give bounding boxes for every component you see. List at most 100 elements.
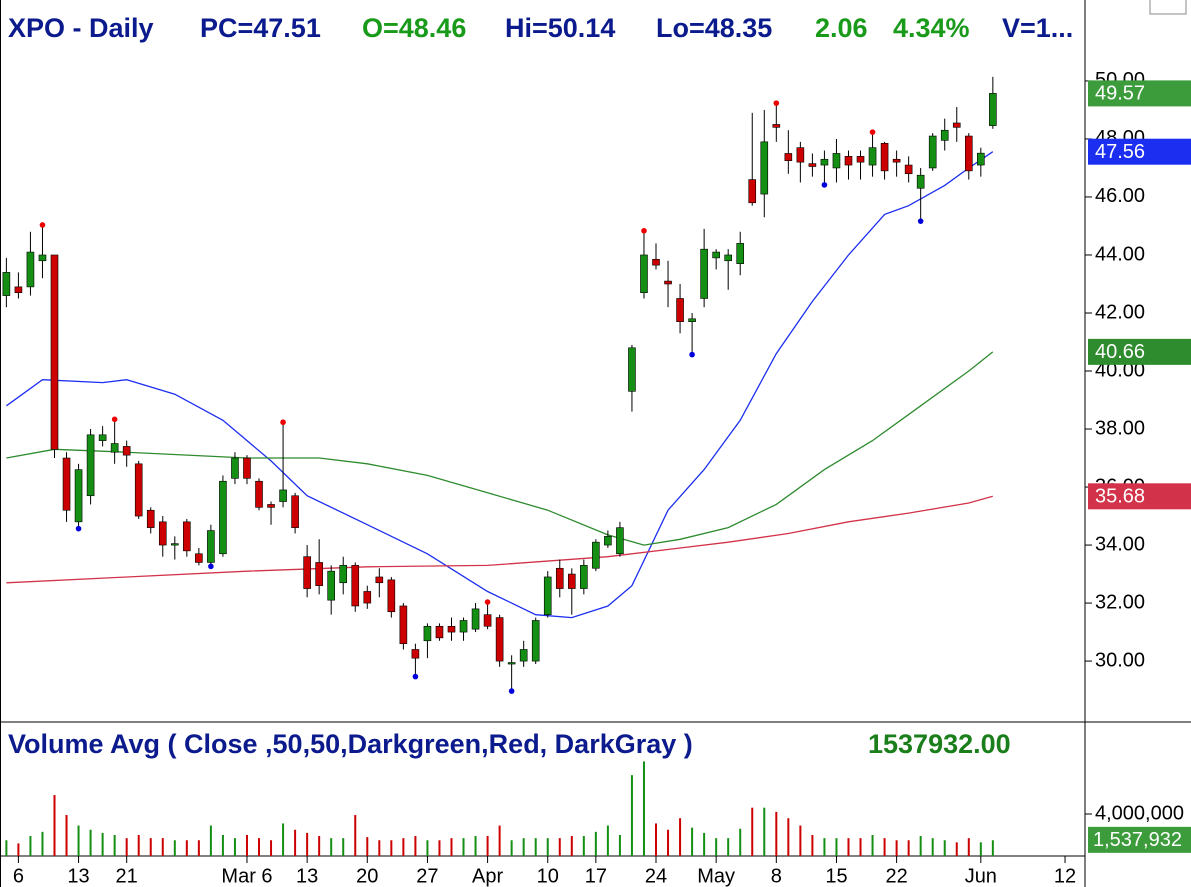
- candle-body: [628, 347, 636, 392]
- candle-body: [339, 565, 348, 584]
- candle-body: [724, 254, 732, 262]
- x-tick-label: 20: [356, 865, 378, 887]
- candle-body: [411, 649, 420, 659]
- pivot-high-dot: [484, 599, 491, 605]
- pivot-high-dot: [111, 416, 118, 423]
- volume-bar: [955, 842, 958, 856]
- pivot-high-dot: [280, 419, 286, 426]
- candle-body: [880, 142, 889, 172]
- moving-average-line: [6, 495, 993, 584]
- volume-bar: [558, 838, 561, 856]
- header-stat: O=48.46: [362, 13, 466, 43]
- candle-body: [543, 576, 552, 615]
- volume-bar: [426, 840, 429, 856]
- candle-body: [170, 543, 179, 546]
- volume-bar: [703, 832, 706, 856]
- volume-bar: [979, 842, 982, 856]
- x-tick-label: 15: [825, 865, 847, 887]
- pivot-low-dot: [689, 351, 695, 358]
- pivot-high-dot: [869, 129, 876, 135]
- candle-body: [447, 625, 456, 633]
- candle-body: [507, 662, 516, 665]
- volume-bar: [5, 840, 8, 856]
- x-tick-label: 13: [296, 865, 318, 887]
- price-badge: [1088, 80, 1191, 107]
- pivot-low-dot: [508, 688, 515, 694]
- price-badge: [1088, 338, 1191, 365]
- x-tick-label: 12: [1054, 865, 1076, 887]
- volume-bar: [895, 840, 898, 856]
- volume-bar: [991, 840, 994, 856]
- volume-bar: [173, 840, 176, 856]
- header-stat: Lo=48.35: [656, 13, 772, 43]
- candle-body: [748, 179, 757, 204]
- price-badge: [1088, 138, 1191, 165]
- volume-bar: [522, 838, 525, 856]
- price-badge-label: 35.68: [1095, 486, 1145, 508]
- candle-body: [652, 259, 660, 266]
- volume-bar: [847, 838, 850, 856]
- panel-icon[interactable]: [1149, 0, 1187, 15]
- candle-body: [74, 469, 83, 523]
- volume-bar: [594, 831, 597, 856]
- x-tick-label: 13: [67, 865, 89, 887]
- candle-body: [62, 457, 71, 511]
- candle-body: [50, 254, 59, 450]
- candle-body: [255, 480, 263, 508]
- volume-bar: [883, 838, 886, 856]
- candle-body: [808, 163, 817, 167]
- volume-bar: [498, 825, 501, 856]
- candle-body: [796, 147, 805, 163]
- candle-body: [531, 620, 540, 662]
- candle-body: [519, 649, 528, 662]
- price-badge: [1088, 483, 1191, 510]
- volume-bar: [282, 823, 285, 856]
- volume-bar: [185, 840, 188, 856]
- volume-badge: [1088, 826, 1191, 853]
- candle-body: [243, 457, 251, 479]
- x-tick-label: 21: [116, 865, 138, 887]
- candle-body: [989, 93, 997, 126]
- candle-body: [567, 573, 576, 589]
- y-tick-label: 44.00: [1095, 243, 1145, 265]
- volume-bar: [691, 827, 694, 856]
- volume-bar: [859, 838, 862, 856]
- candle-body: [399, 605, 408, 644]
- pivot-low-dot: [917, 218, 924, 224]
- candle-body: [580, 565, 588, 589]
- candle-body: [158, 521, 167, 546]
- volume-bar: [642, 761, 645, 856]
- header-stat: PC=47.51: [200, 13, 321, 43]
- volume-bar: [77, 825, 80, 856]
- candle-body: [291, 495, 299, 528]
- y-tick-label: 34.00: [1095, 533, 1145, 555]
- y-tick-label: 30.00: [1095, 649, 1145, 671]
- y-tick-label: 32.00: [1095, 591, 1145, 613]
- volume-bar: [534, 838, 537, 856]
- candle-body: [134, 463, 143, 517]
- volume-average: 1537932.00: [868, 729, 1011, 759]
- candle-body: [928, 135, 937, 169]
- candle-body: [303, 556, 311, 589]
- volume-bar: [799, 825, 802, 856]
- price-badge-label: 40.66: [1095, 341, 1145, 363]
- volume-bar: [907, 840, 910, 856]
- candle-body: [784, 153, 793, 162]
- x-tick-label: Mar 6: [221, 865, 272, 887]
- volume-bar: [871, 834, 874, 856]
- pivot-high-dot: [773, 100, 780, 106]
- candle-body: [327, 570, 335, 601]
- volume-bar: [245, 834, 248, 856]
- volume-bar: [618, 834, 621, 856]
- candle-body: [122, 446, 131, 456]
- candle-body: [267, 504, 275, 508]
- volume-bar: [17, 843, 20, 856]
- volume-bar: [835, 838, 838, 856]
- volume-bar: [125, 838, 128, 856]
- y-tick-label: 46.00: [1095, 185, 1145, 207]
- pivot-low-dot: [821, 182, 828, 188]
- volume-bar: [546, 838, 549, 856]
- volume-bar: [474, 836, 477, 856]
- candle-body: [110, 443, 119, 453]
- candle-body: [820, 158, 829, 166]
